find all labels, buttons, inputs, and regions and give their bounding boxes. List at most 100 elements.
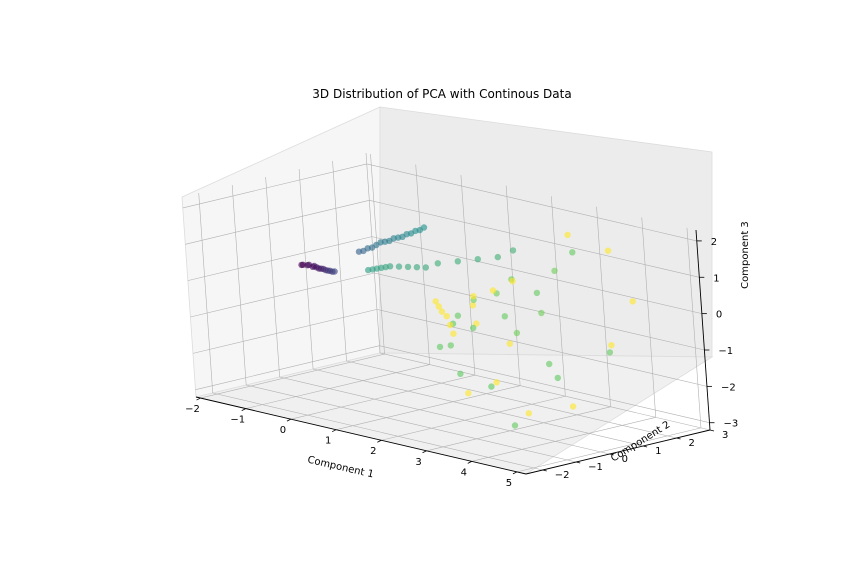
scatter-point bbox=[469, 302, 477, 309]
y-axis-line bbox=[525, 429, 711, 475]
y-tick-label: 0 bbox=[622, 454, 628, 465]
scatter-point bbox=[501, 313, 508, 320]
y-tick-label: 2 bbox=[689, 438, 695, 449]
z-axis-label: Component 3 bbox=[740, 221, 751, 289]
scatter-point bbox=[554, 374, 561, 382]
x-tick-label: 4 bbox=[461, 467, 467, 478]
z-gridline-left bbox=[185, 199, 370, 245]
scatter-point bbox=[509, 247, 517, 254]
scatter-point bbox=[404, 263, 412, 271]
x-tick-label: 3 bbox=[415, 457, 421, 468]
z-tick-label: −3 bbox=[723, 419, 738, 430]
z-gridline-left bbox=[192, 309, 378, 354]
z-gridline-left bbox=[195, 345, 380, 391]
y-gridline-floor bbox=[246, 384, 577, 463]
x-gridline-back bbox=[415, 164, 431, 365]
scatter-point bbox=[569, 403, 577, 410]
scatter-point bbox=[546, 360, 553, 368]
y-tick-mark bbox=[542, 469, 547, 472]
x-gridline-floor bbox=[381, 395, 566, 441]
y-gridline-left bbox=[198, 192, 214, 394]
x-gridline-back bbox=[641, 217, 657, 418]
scatter-point bbox=[434, 260, 441, 267]
z-tick-label: −2 bbox=[721, 382, 736, 393]
x-tick-mark bbox=[241, 408, 246, 411]
x-axis-line bbox=[195, 396, 527, 475]
y-gridline-left bbox=[231, 184, 247, 386]
x-gridline-back bbox=[551, 196, 566, 397]
x-gridline-floor bbox=[200, 353, 385, 399]
scatter-point bbox=[629, 298, 636, 305]
scatter-point bbox=[413, 264, 421, 271]
scatter-point bbox=[446, 321, 454, 329]
y-tick-label: 3 bbox=[722, 430, 728, 441]
x-gridline-floor bbox=[290, 374, 476, 420]
x-tick-label: −2 bbox=[185, 404, 200, 415]
scatter-point bbox=[386, 263, 394, 270]
scatter-point bbox=[454, 312, 462, 319]
x-tick-label: 5 bbox=[506, 478, 512, 489]
axis-lines bbox=[195, 229, 711, 475]
scatter-point bbox=[465, 390, 472, 397]
x-axis-label: Component 1 bbox=[306, 455, 374, 481]
x-tick-mark bbox=[467, 460, 472, 464]
y-tick-mark bbox=[609, 453, 614, 456]
scatter-point bbox=[422, 264, 429, 271]
axes-panes bbox=[181, 106, 714, 475]
x-gridline-back bbox=[686, 227, 702, 428]
scatter-point bbox=[435, 303, 442, 310]
scatter-point bbox=[493, 379, 500, 386]
y-tick-label: −2 bbox=[555, 470, 570, 481]
x-tick-label: 1 bbox=[325, 436, 331, 447]
x-tick-label: 2 bbox=[370, 446, 376, 457]
scatter-point bbox=[447, 342, 454, 349]
scatter-point bbox=[454, 258, 461, 265]
x-gridline-back bbox=[370, 154, 385, 355]
y-gridline-floor bbox=[346, 360, 677, 439]
scatter-point bbox=[608, 342, 615, 349]
scatter-point bbox=[509, 278, 516, 285]
x-gridline-back bbox=[505, 185, 521, 386]
chart-title: 3D Distribution of PCA with Continous Da… bbox=[312, 87, 571, 101]
back-pane bbox=[379, 106, 713, 358]
scatter-point bbox=[525, 410, 532, 417]
y-tick-label: 1 bbox=[655, 446, 661, 457]
y-tick-mark bbox=[709, 429, 715, 432]
z-gridline-left bbox=[190, 272, 375, 318]
x-tick-mark bbox=[286, 418, 292, 422]
x-tick-label: −1 bbox=[230, 415, 245, 426]
scatter-point bbox=[474, 256, 481, 263]
z-gridline-back bbox=[379, 345, 710, 424]
scatter-point bbox=[569, 249, 576, 256]
scatter-point bbox=[457, 370, 464, 377]
scatter-point bbox=[395, 263, 403, 270]
x-gridline-floor bbox=[336, 385, 521, 430]
left-pane bbox=[181, 106, 381, 398]
y-gridline-floor bbox=[279, 376, 610, 455]
x-tick-mark bbox=[196, 397, 201, 401]
scatter-point bbox=[511, 422, 519, 429]
y-gridline-floor bbox=[379, 352, 711, 431]
axes-grid bbox=[182, 152, 711, 473]
y-gridline-floor bbox=[313, 368, 644, 447]
x-gridline-back bbox=[460, 175, 476, 376]
x-gridline-floor bbox=[471, 417, 656, 462]
z-gridline-back bbox=[366, 163, 697, 242]
x-tick-mark bbox=[377, 439, 382, 443]
x-gridline-floor bbox=[516, 427, 702, 473]
scatter-point bbox=[470, 324, 477, 332]
z-tick-label: 1 bbox=[713, 273, 719, 284]
scatter-point bbox=[606, 349, 614, 356]
y-gridline-left bbox=[265, 176, 280, 378]
scatter-point bbox=[470, 293, 477, 300]
scatter-point bbox=[420, 224, 428, 231]
scatter-points bbox=[298, 224, 636, 429]
x-gridline-floor bbox=[426, 406, 611, 452]
y-gridline-left bbox=[332, 160, 347, 362]
y-tick-mark bbox=[676, 437, 681, 440]
scatter-point bbox=[533, 289, 541, 297]
scatter-point bbox=[494, 253, 501, 261]
scatter-point bbox=[331, 268, 338, 275]
